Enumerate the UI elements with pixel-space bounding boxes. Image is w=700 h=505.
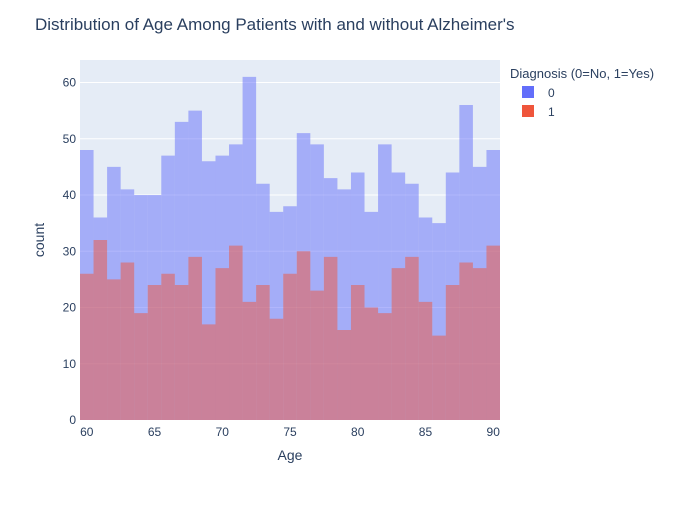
histogram-bar <box>201 324 216 420</box>
chart-title: Distribution of Age Among Patients with … <box>35 15 515 34</box>
y-tick-label: 40 <box>63 188 77 202</box>
histogram-bar <box>432 335 446 420</box>
histogram-bar <box>93 240 108 420</box>
histogram-bar <box>337 330 351 420</box>
legend-title: Diagnosis (0=No, 1=Yes) <box>510 66 654 81</box>
histogram-bar <box>242 301 257 420</box>
histogram-bar <box>80 273 94 420</box>
bars-layer <box>80 76 500 420</box>
histogram-bar <box>310 290 324 420</box>
x-tick-label: 60 <box>80 425 94 439</box>
x-tick-label: 80 <box>351 425 365 439</box>
y-tick-label: 50 <box>63 132 77 146</box>
histogram-bar <box>107 279 121 420</box>
x-tick-label: 70 <box>216 425 230 439</box>
y-axis-label: count <box>31 223 47 257</box>
legend-swatch-0 <box>522 86 534 98</box>
histogram-bar <box>378 313 392 420</box>
histogram-bar <box>188 256 202 420</box>
histogram-bar <box>445 285 460 420</box>
histogram-bar <box>350 285 365 420</box>
y-tick-label: 20 <box>63 301 77 315</box>
histogram-bar <box>229 245 243 420</box>
histogram-bar <box>391 268 406 420</box>
histogram-bar <box>418 301 433 420</box>
histogram-bar <box>269 318 284 420</box>
histogram-bar <box>364 307 379 420</box>
x-tick-label: 85 <box>419 425 433 439</box>
legend-swatch-1 <box>522 105 534 117</box>
legend: Diagnosis (0=No, 1=Yes) 0 1 <box>510 66 654 119</box>
legend-label-0: 0 <box>548 86 555 100</box>
x-tick-label: 65 <box>148 425 162 439</box>
histogram-bar <box>405 256 419 420</box>
histogram-bar <box>174 285 189 420</box>
x-tick-label: 75 <box>283 425 297 439</box>
histogram-bar <box>256 285 270 420</box>
y-tick-label: 0 <box>69 413 76 427</box>
x-tick-label: 90 <box>487 425 501 439</box>
axis-layer: 0 10 20 30 40 50 60 60 65 70 75 80 85 90 <box>63 76 501 440</box>
histogram-bar <box>486 245 500 420</box>
series-1-bars <box>80 240 500 420</box>
histogram-bar <box>161 273 175 420</box>
histogram-bar <box>472 268 487 420</box>
histogram-bar <box>215 268 230 420</box>
histogram-bar <box>296 251 311 420</box>
legend-label-1: 1 <box>548 105 555 119</box>
y-tick-label: 30 <box>63 244 77 258</box>
histogram-bar <box>283 273 297 420</box>
y-tick-label: 10 <box>63 357 77 371</box>
histogram-bar <box>323 256 338 420</box>
x-axis-label: Age <box>278 447 303 463</box>
histogram-bar <box>459 262 473 420</box>
y-tick-label: 60 <box>63 76 77 90</box>
histogram-bar <box>147 285 162 420</box>
histogram-bar <box>120 262 135 420</box>
histogram-bar <box>134 313 148 420</box>
